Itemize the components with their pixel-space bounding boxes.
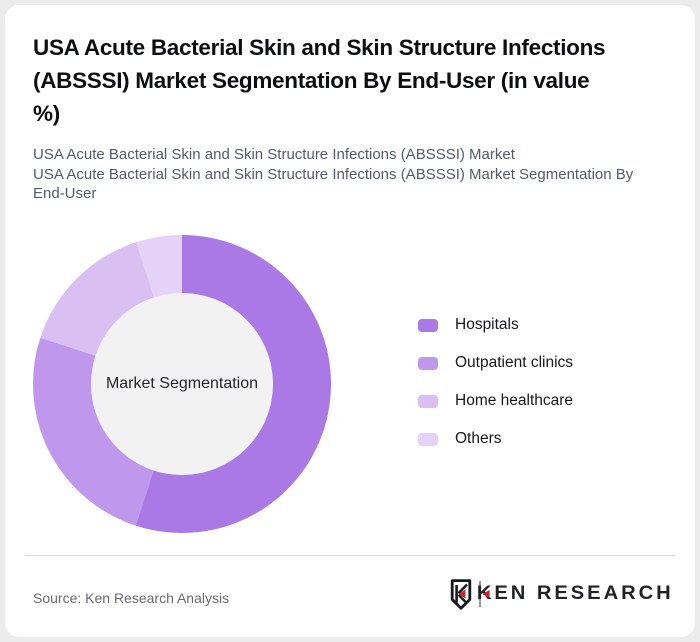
legend-item-home-healthcare: Home healthcare (418, 391, 573, 411)
ken-research-badge-icon (451, 578, 472, 610)
subtitle-market: USA Acute Bacterial Skin and Skin Struct… (33, 146, 515, 163)
logo-k-accent-triangle (482, 590, 490, 598)
logo-brand-name: KEN RESEARCH (477, 583, 674, 604)
chart-legend: Hospitals Outpatient clinics Home healthca… (418, 315, 573, 467)
logo-divider (479, 581, 482, 607)
donut-chart: Market Segmentation (33, 235, 331, 533)
legend-item-hospitals: Hospitals (418, 315, 573, 335)
legend-swatch (418, 394, 438, 408)
subtitle-segmentation: USA Acute Bacterial Skin and Skin Struct… (33, 165, 633, 204)
legend-label: Home healthcare (455, 392, 574, 409)
chart-title-line-3: %) (33, 101, 60, 126)
legend-label: Hospitals (455, 316, 519, 333)
donut-center-label: Market Segmentation (105, 375, 259, 392)
legend-item-outpatient-clinics: Outpatient clinics (418, 353, 573, 373)
legend-item-others: Others (418, 429, 573, 449)
donut-center: Market Segmentation (91, 293, 273, 475)
subtitle-segmentation-line-1: USA Acute Bacterial Skin and Skin Struct… (33, 165, 634, 183)
source-text: Source: Ken Research Analysis (33, 590, 230, 606)
legend-label: Outpatient clinics (455, 354, 574, 371)
report-card: USA Acute Bacterial Skin and Skin Struct… (5, 5, 695, 637)
chart-title: USA Acute Bacterial Skin and Skin Struct… (33, 31, 606, 130)
logo-text: KEN RESEARCH (477, 583, 674, 605)
legend-swatch (418, 318, 438, 332)
chart-subtitles: USA Acute Bacterial Skin and Skin Struct… (33, 145, 633, 204)
chart-title-line-1: USA Acute Bacterial Skin and Skin Struct… (33, 35, 606, 60)
legend-label: Others (455, 430, 502, 447)
subtitle-segmentation-line-2: End-User (33, 185, 97, 202)
chart-title-line-2: (ABSSSI) Market Segmentation By End-User… (33, 68, 590, 93)
legend-swatch (418, 432, 438, 446)
ken-research-logo: KEN RESEARCH (449, 575, 674, 613)
legend-swatch (418, 356, 438, 370)
footer-divider (25, 555, 675, 556)
